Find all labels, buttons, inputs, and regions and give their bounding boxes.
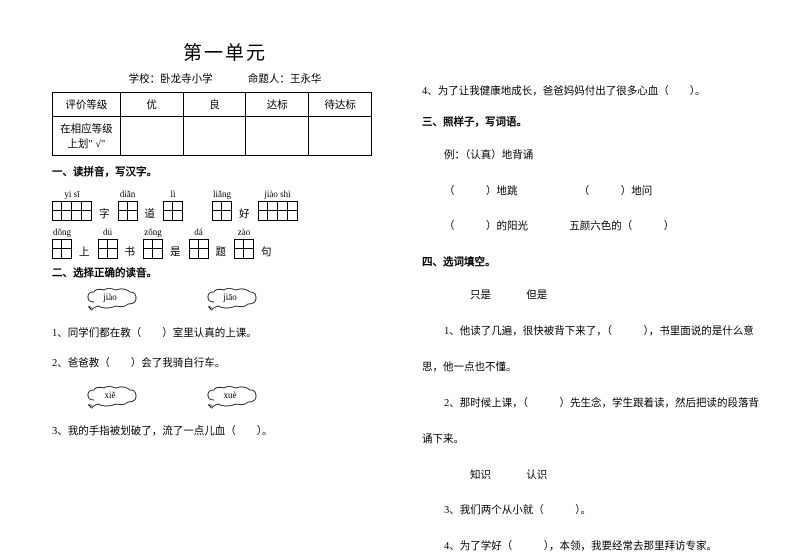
section4-words1: 只是 但是 bbox=[422, 287, 768, 305]
eval-table: 评价等级 优 良 达标 待达标 在相应等级上划" √" bbox=[52, 92, 372, 156]
eval-h1: 评价等级 bbox=[53, 93, 121, 117]
py: dú bbox=[103, 227, 112, 237]
blank-phrase[interactable]: （ ）地问 bbox=[579, 186, 653, 197]
cloud-text: xuè bbox=[224, 390, 237, 400]
py: dǒng bbox=[53, 227, 71, 237]
section1-heading: 一、读拼音，写汉字。 bbox=[52, 164, 398, 179]
eval-h4: 达标 bbox=[246, 93, 309, 117]
s4-q1: 1、他读了几遍，很快被背下来了，（ ），书里面说的是什么意 bbox=[422, 323, 768, 341]
py: liǎng bbox=[213, 189, 231, 199]
char-grid[interactable] bbox=[212, 201, 232, 221]
cloud-row-2: xiě xuè bbox=[86, 386, 398, 410]
s4-q4: 4、为了学好（ ），本领，我要经常去那里拜访专家。 bbox=[422, 538, 768, 556]
cloud-option[interactable]: jiào bbox=[86, 288, 134, 312]
section4-words2: 知识 认识 bbox=[422, 467, 768, 485]
eval-h2: 优 bbox=[120, 93, 183, 117]
s4-q2b: 诵下来。 bbox=[422, 431, 768, 449]
py: dá bbox=[194, 227, 203, 237]
s4-q1b: 思，他一点也不懂。 bbox=[422, 359, 768, 377]
word-option: 认识 bbox=[526, 470, 547, 481]
cloud-text: jiào bbox=[103, 292, 117, 302]
cloud-text: jiāo bbox=[223, 292, 237, 302]
eval-blank[interactable] bbox=[183, 117, 246, 156]
py: jiào shì bbox=[264, 189, 290, 199]
page-title: 第一单元 bbox=[52, 38, 398, 65]
char-label: 是 bbox=[170, 244, 181, 259]
cloud-text: xiě bbox=[105, 390, 116, 400]
pinyin-row-1: yì sī 字 diǎn 道 lì liǎng 好 jiào shì bbox=[52, 187, 398, 221]
py: diǎn bbox=[120, 189, 136, 199]
py: lì bbox=[170, 189, 175, 199]
char-grid[interactable] bbox=[52, 201, 92, 221]
eval-h5: 待达标 bbox=[309, 93, 372, 117]
blank-phrase[interactable]: （ ）的阳光 bbox=[444, 221, 528, 232]
pinyin-row-2: dǒng 上 dú 书 zǒng 是 dá 题 zào 句 bbox=[52, 225, 398, 259]
cloud-option[interactable]: xiě bbox=[86, 386, 134, 410]
char-grid[interactable] bbox=[163, 201, 183, 221]
char-grid[interactable] bbox=[258, 201, 298, 221]
cloud-row-1: jiào jiāo bbox=[86, 288, 398, 312]
char-label: 题 bbox=[216, 244, 227, 259]
subtitle: 学校：卧龙寺小学 命题人：王永华 bbox=[52, 71, 398, 86]
char-grid[interactable] bbox=[234, 239, 254, 259]
char-grid[interactable] bbox=[189, 239, 209, 259]
cloud-option[interactable]: xuè bbox=[206, 386, 254, 410]
section3-heading: 三、照样子，写词语。 bbox=[422, 114, 768, 129]
char-label: 道 bbox=[145, 206, 156, 221]
question-2: 2、爸爸教（ ）会了我骑自行车。 bbox=[52, 356, 398, 372]
char-grid[interactable] bbox=[52, 239, 72, 259]
eval-blank[interactable] bbox=[309, 117, 372, 156]
py: zǒng bbox=[144, 227, 162, 237]
question-1: 1、同学们都在教（ ）室里认真的上课。 bbox=[52, 326, 398, 342]
blank-phrase[interactable]: 五颜六色的（ ） bbox=[569, 221, 674, 232]
char-label: 字 bbox=[99, 206, 110, 221]
question-3: 3、我的手指被划破了，流了一点儿血（ ）。 bbox=[52, 424, 398, 440]
s4-q3: 3、我们两个从小就（ ）。 bbox=[422, 502, 768, 520]
char-label: 句 bbox=[261, 244, 272, 259]
char-grid[interactable] bbox=[143, 239, 163, 259]
char-grid[interactable] bbox=[98, 239, 118, 259]
char-grid[interactable] bbox=[118, 201, 138, 221]
char-label: 书 bbox=[125, 244, 136, 259]
word-option: 但是 bbox=[526, 290, 547, 301]
eval-blank[interactable] bbox=[246, 117, 309, 156]
eval-blank[interactable] bbox=[120, 117, 183, 156]
eval-r2: 在相应等级上划" √" bbox=[53, 117, 121, 156]
py: zào bbox=[238, 227, 251, 237]
cloud-option[interactable]: jiāo bbox=[206, 288, 254, 312]
section2-heading: 二、选择正确的读音。 bbox=[52, 265, 398, 280]
section3-example: 例：（认真）地背诵 bbox=[422, 147, 768, 165]
char-label: 好 bbox=[239, 206, 250, 221]
py: yì sī bbox=[64, 189, 79, 199]
question-4: 4、为了让我健康地成长，爸爸妈妈付出了很多心血（ ）。 bbox=[422, 84, 768, 100]
char-label: 上 bbox=[79, 244, 90, 259]
section4-heading: 四、选词填空。 bbox=[422, 254, 768, 269]
school-label: 学校：卧龙寺小学 bbox=[129, 74, 213, 85]
blank-phrase[interactable]: （ ）地跳 bbox=[444, 186, 518, 197]
s4-q2: 2、那时候上课，（ ）先生念，学生跟着读，然后把读的段落背 bbox=[422, 395, 768, 413]
eval-h3: 良 bbox=[183, 93, 246, 117]
section3-row2: （ ）的阳光 五颜六色的（ ） bbox=[422, 218, 768, 236]
word-option: 知识 bbox=[470, 470, 491, 481]
section3-row1: （ ）地跳 （ ）地问 bbox=[422, 183, 768, 201]
author-label: 命题人：王永华 bbox=[248, 74, 322, 85]
word-option: 只是 bbox=[470, 290, 491, 301]
